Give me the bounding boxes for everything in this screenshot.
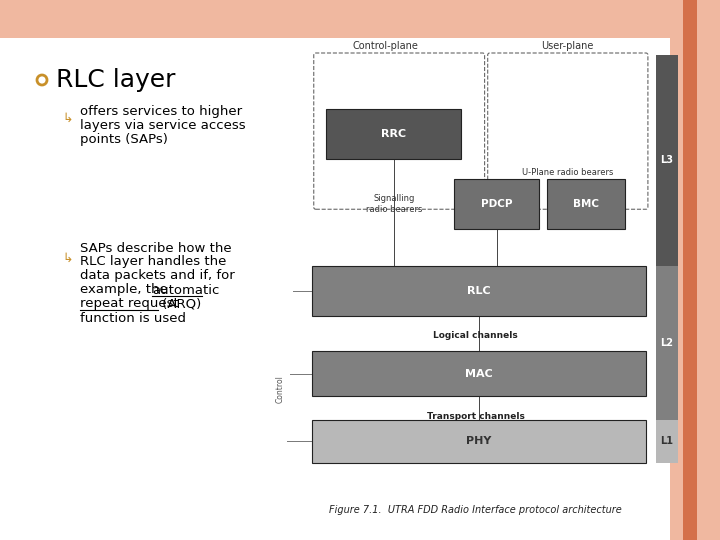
Text: Control: Control: [276, 376, 284, 403]
Text: data packets and if, for: data packets and if, for: [80, 269, 235, 282]
Text: (ARQ): (ARQ): [158, 298, 201, 310]
Bar: [670, 0, 720, 540]
Text: L3: L3: [660, 156, 673, 165]
Text: offers services to higher: offers services to higher: [80, 105, 242, 118]
Text: RLC layer: RLC layer: [56, 68, 176, 92]
Text: PDCP: PDCP: [481, 199, 513, 209]
Bar: [312, 351, 646, 396]
Bar: [546, 179, 625, 229]
Text: RLC layer handles the: RLC layer handles the: [80, 255, 226, 268]
Text: example, the: example, the: [80, 284, 172, 296]
Text: MAC: MAC: [465, 369, 493, 379]
Bar: [312, 420, 646, 463]
Text: L2: L2: [660, 338, 673, 348]
Text: BMC: BMC: [572, 199, 598, 209]
Bar: [656, 55, 678, 266]
Text: ↳: ↳: [62, 111, 73, 125]
Bar: [656, 420, 678, 463]
Bar: [656, 266, 678, 420]
Text: automatic: automatic: [152, 284, 220, 296]
Text: RLC: RLC: [467, 286, 491, 296]
Bar: [326, 110, 462, 159]
Text: Logical channels: Logical channels: [433, 331, 518, 340]
Bar: [0, 0, 670, 38]
Bar: [454, 179, 539, 229]
Text: function is used: function is used: [80, 312, 186, 325]
Text: L1: L1: [660, 436, 673, 446]
Text: Transport channels: Transport channels: [426, 413, 524, 421]
Text: repeat request: repeat request: [80, 298, 179, 310]
Text: Signalling
radio bearers: Signalling radio bearers: [366, 194, 422, 214]
Text: U-Plane radio bearers: U-Plane radio bearers: [522, 168, 613, 177]
Bar: [312, 266, 646, 316]
Text: User-plane: User-plane: [541, 41, 594, 51]
Text: Figure 7.1.  UTRA FDD Radio Interface protocol architecture: Figure 7.1. UTRA FDD Radio Interface pro…: [329, 505, 622, 515]
Text: SAPs describe how the: SAPs describe how the: [80, 241, 232, 254]
Bar: [683, 0, 697, 540]
Text: RRC: RRC: [382, 130, 406, 139]
Text: PHY: PHY: [467, 436, 492, 446]
Text: ↳: ↳: [62, 252, 73, 265]
Text: points (SAPs): points (SAPs): [80, 132, 168, 145]
Text: layers via service access: layers via service access: [80, 118, 246, 132]
Text: Control-plane: Control-plane: [353, 41, 419, 51]
